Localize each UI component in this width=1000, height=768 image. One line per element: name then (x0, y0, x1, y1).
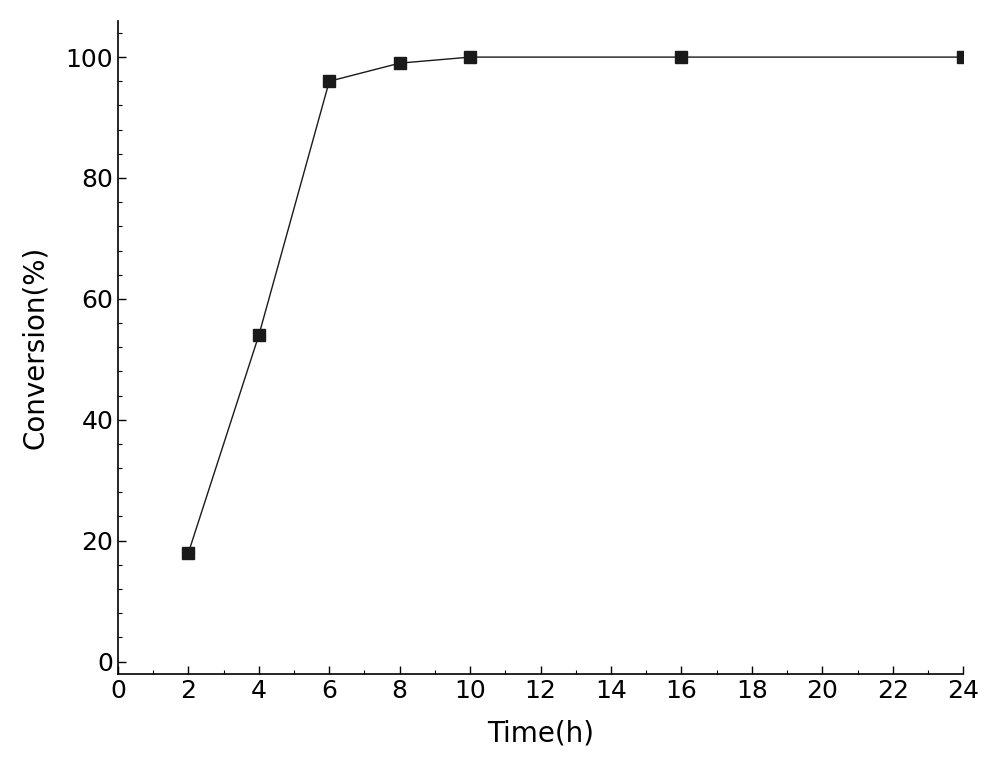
Y-axis label: Conversion(%): Conversion(%) (21, 246, 49, 449)
X-axis label: Time(h): Time(h) (487, 719, 594, 747)
